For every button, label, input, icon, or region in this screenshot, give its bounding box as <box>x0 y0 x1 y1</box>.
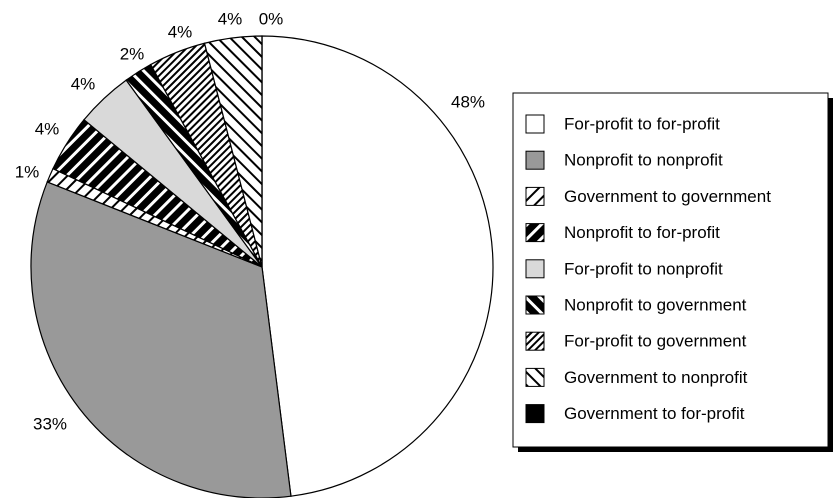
legend-label: For-profit to for-profit <box>564 114 720 133</box>
legend-label: For-profit to government <box>564 332 747 351</box>
slice-label: 48% <box>451 92 485 111</box>
legend-swatch <box>525 114 545 134</box>
pie-slice <box>261 35 494 497</box>
legend-box <box>512 92 829 448</box>
slice-label: 1% <box>15 162 40 181</box>
legend-label: Government to nonprofit <box>564 368 748 387</box>
legend-swatch <box>525 295 545 315</box>
slice-label: 0% <box>259 9 284 28</box>
legend-swatch <box>525 150 545 170</box>
legend-label: Nonprofit to government <box>564 295 747 314</box>
pie-slice <box>30 181 292 498</box>
legend-label: Government to government <box>564 187 771 206</box>
slice-label: 33% <box>33 414 67 433</box>
slice-label: 4% <box>168 22 193 41</box>
slice-label: 2% <box>120 44 145 63</box>
legend-swatch <box>525 331 545 351</box>
slice-label: 4% <box>71 74 96 93</box>
legend-swatch <box>525 186 545 206</box>
legend-label: For-profit to nonprofit <box>564 259 723 278</box>
legend-label: Nonprofit to for-profit <box>564 223 720 242</box>
legend-swatch <box>525 259 545 279</box>
slice-label: 4% <box>218 9 243 28</box>
legend-swatch <box>525 367 545 387</box>
legend-label: Nonprofit to nonprofit <box>564 151 723 170</box>
legend-label: Government to for-profit <box>564 404 745 423</box>
slice-label: 4% <box>35 119 60 138</box>
legend-swatch <box>525 404 545 424</box>
legend-swatch <box>525 223 545 243</box>
